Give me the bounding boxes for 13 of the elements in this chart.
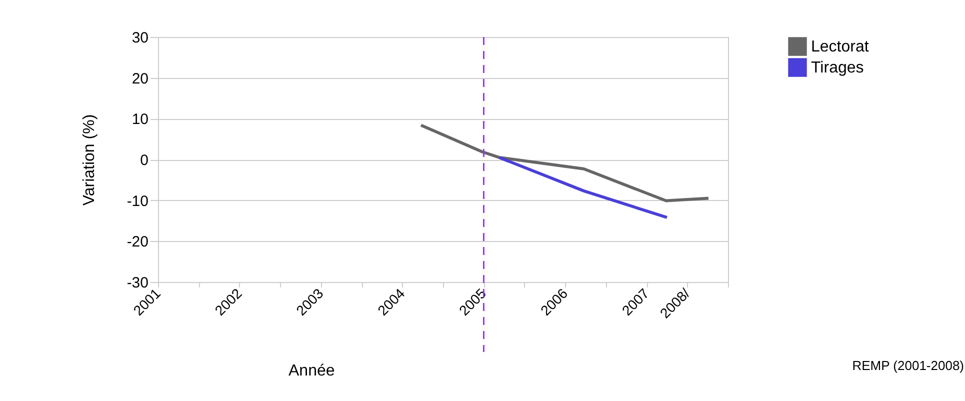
y-tick-label: -10 bbox=[126, 192, 148, 210]
y-tick-label: 30 bbox=[132, 30, 148, 46]
x-axis-title: Année bbox=[288, 362, 335, 380]
legend-label: Tirages bbox=[811, 60, 864, 76]
legend-label: Lectorat bbox=[811, 38, 870, 56]
text: REMP (2001-2008) bbox=[852, 358, 964, 373]
y-tick-label: 20 bbox=[132, 70, 148, 88]
line-series bbox=[420, 124, 710, 202]
y-tick-label: -30 bbox=[126, 274, 148, 292]
y-tick-label: 10 bbox=[132, 111, 148, 128]
y-tick-label: 0 bbox=[140, 152, 148, 169]
y-axis-title: Variation (%) bbox=[80, 114, 98, 206]
y-tick-label: -20 bbox=[126, 234, 148, 251]
